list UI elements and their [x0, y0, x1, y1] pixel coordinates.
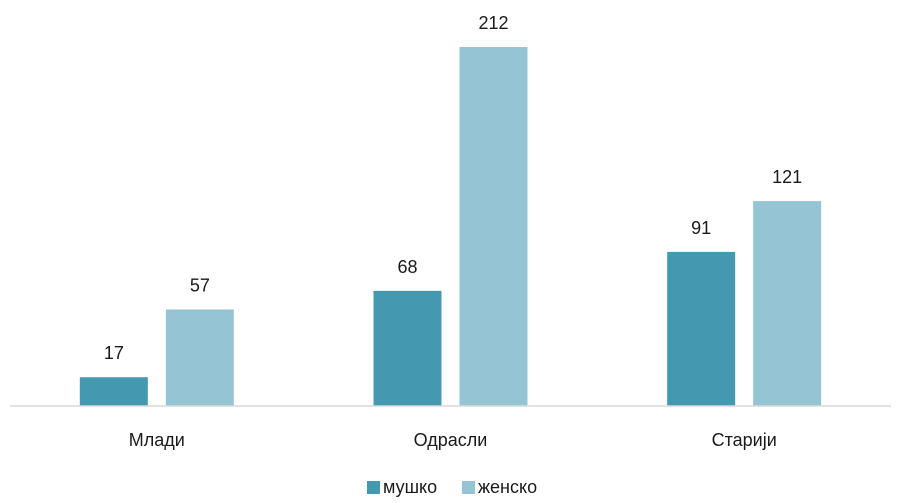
bar-female-2 [753, 201, 822, 406]
bar-female-1 [459, 47, 528, 406]
bar-male-2 [667, 251, 736, 406]
data-label-male-2: 91 [691, 218, 711, 238]
data-label-male-0: 17 [104, 343, 124, 363]
data-label-female-0: 57 [190, 275, 210, 295]
data-label-female-1: 212 [478, 13, 508, 33]
category-labels-group: Млади Одрасли Старији [129, 430, 777, 450]
bar-female-0 [165, 309, 234, 406]
legend: мушко женско [367, 477, 537, 497]
category-label-0: Млади [129, 430, 185, 450]
legend-swatch-male [367, 481, 380, 494]
category-label-2: Старији [712, 430, 777, 450]
legend-label-male: мушко [383, 477, 437, 497]
bar-male-1 [373, 290, 442, 406]
data-label-female-2: 121 [772, 167, 802, 187]
data-label-male-1: 68 [397, 257, 417, 277]
legend-swatch-female [462, 481, 475, 494]
category-label-1: Одрасли [414, 430, 488, 450]
data-labels-group: 17 57 68 212 91 121 [104, 13, 802, 363]
legend-label-female: женско [478, 477, 537, 497]
bar-male-0 [79, 377, 148, 406]
bars-group [79, 47, 822, 406]
